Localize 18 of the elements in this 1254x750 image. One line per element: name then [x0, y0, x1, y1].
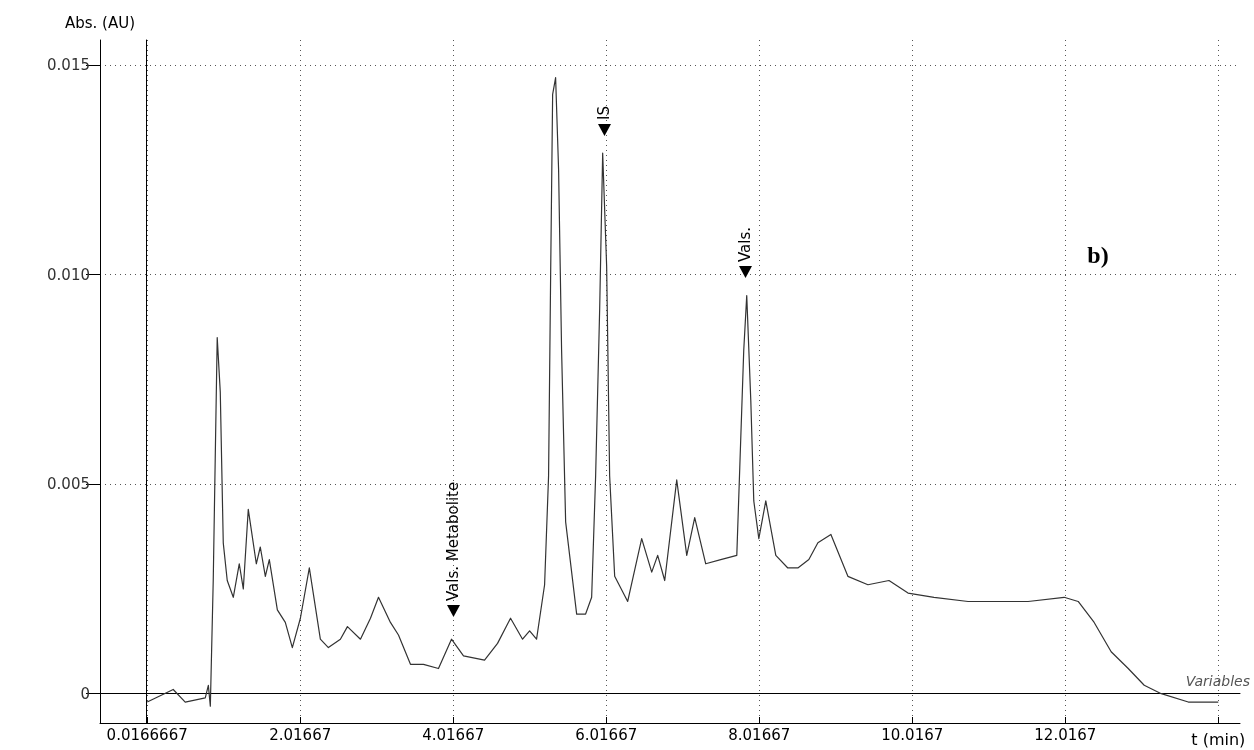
x-tick-label: 4.01667	[422, 725, 485, 744]
annotation: Variables	[1185, 673, 1250, 689]
annotation: b)	[1087, 241, 1109, 269]
x-tick-label: 8.01667	[728, 725, 791, 744]
x-axis-title: t (min)	[1191, 729, 1246, 749]
y-tick-label: 0.005	[47, 475, 90, 494]
x-tick-label: 0.0166667	[106, 725, 188, 744]
x-tick-label: 12.0167	[1034, 725, 1097, 744]
x-tick-label: 6.01667	[575, 725, 638, 744]
y-tick-label: 0	[80, 684, 90, 703]
y-tick-label: 0.015	[47, 56, 90, 75]
x-tick-label: 10.0167	[881, 725, 944, 744]
annotation: Vals. Metabolite	[444, 481, 462, 601]
x-tick-label: 2.01667	[269, 725, 332, 744]
annotation: IS	[595, 106, 613, 120]
y-tick-label: 0.010	[47, 265, 90, 284]
y-axis-title: Abs. (AU)	[64, 13, 136, 32]
annotation: Vals.	[736, 226, 754, 262]
